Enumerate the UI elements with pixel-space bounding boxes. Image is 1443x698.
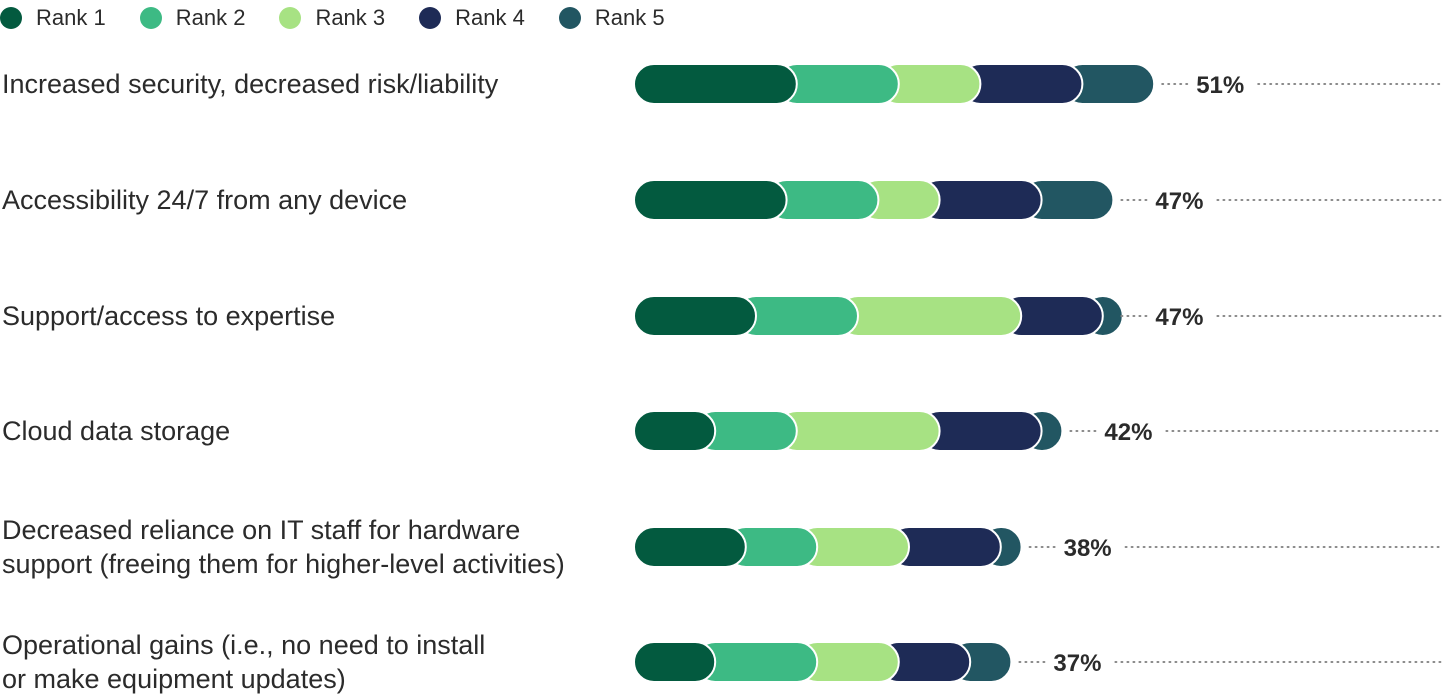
- bar-segment-rank-1: [633, 410, 717, 452]
- total-value-label: 47%: [1155, 304, 1203, 331]
- bar-segment-rank-1: [633, 295, 757, 337]
- category-label: or make equipment updates): [2, 664, 346, 694]
- total-value-label: 42%: [1104, 419, 1152, 446]
- legend-swatch: [139, 7, 162, 29]
- category-label: Accessibility 24/7 from any device: [2, 185, 407, 215]
- bar-segment-rank-1: [633, 63, 798, 105]
- bar-segment-rank-1: [633, 526, 747, 568]
- category-label: Support/access to expertise: [2, 301, 335, 331]
- legend-label: Rank 1: [36, 5, 106, 30]
- legend-item-rank-3: Rank 3: [279, 5, 385, 31]
- total-value-label: 37%: [1053, 650, 1101, 677]
- bar-row: Increased security, decreased risk/liabi…: [2, 63, 1442, 105]
- legend-item-rank-1: Rank 1: [0, 5, 106, 31]
- category-label: Increased security, decreased risk/liabi…: [2, 69, 499, 99]
- legend-swatch: [279, 7, 302, 29]
- bar-row: Support/access to expertise 47%: [2, 295, 1442, 337]
- bar-segment-rank-3: [837, 295, 1023, 337]
- bar-row: Cloud data storage 42%: [2, 410, 1442, 452]
- legend-swatch: [558, 7, 581, 29]
- legend-label: Rank 2: [175, 5, 246, 30]
- legend-item-rank-4: Rank 4: [419, 5, 525, 31]
- legend-label: Rank 4: [455, 5, 525, 30]
- bar-segment-rank-1: [633, 179, 788, 221]
- category-label: Cloud data storage: [2, 416, 230, 446]
- legend-item-rank-2: Rank 2: [139, 5, 246, 31]
- category-label: Operational gains (i.e., no need to inst…: [2, 630, 485, 660]
- bar-row: Operational gains (i.e., no need to inst…: [2, 630, 1442, 694]
- chart-legend: Rank 1 Rank 2 Rank 3 Rank 4 Rank 5: [0, 0, 699, 36]
- legend-swatch: [419, 7, 442, 29]
- category-label: Decreased reliance on IT staff for hardw…: [2, 515, 520, 545]
- legend-swatch: [0, 7, 22, 29]
- bar-row: Accessibility 24/7 from any device 47%: [2, 179, 1442, 221]
- total-value-label: 51%: [1196, 72, 1244, 99]
- legend-label: Rank 3: [315, 5, 386, 30]
- bar-segment-rank-3: [775, 410, 941, 452]
- total-value-label: 38%: [1064, 535, 1112, 562]
- legend-item-rank-5: Rank 5: [558, 5, 665, 31]
- legend-label: Rank 5: [594, 5, 665, 30]
- bar-row: Decreased reliance on IT staff for hardw…: [2, 515, 1442, 579]
- bar-segment-rank-1: [633, 641, 717, 683]
- total-value-label: 47%: [1155, 188, 1203, 215]
- category-label: support (freeing them for higher-level a…: [2, 549, 565, 579]
